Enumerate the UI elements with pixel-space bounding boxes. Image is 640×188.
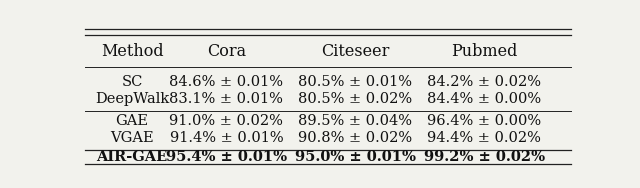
- Text: 84.2% ± 0.02%: 84.2% ± 0.02%: [428, 75, 541, 89]
- Text: 91.0% ± 0.02%: 91.0% ± 0.02%: [170, 114, 284, 128]
- Text: 80.5% ± 0.02%: 80.5% ± 0.02%: [298, 92, 412, 106]
- Text: Pubmed: Pubmed: [451, 43, 517, 60]
- Text: Cora: Cora: [207, 43, 246, 60]
- Text: 91.4% ± 0.01%: 91.4% ± 0.01%: [170, 131, 283, 145]
- Text: 83.1% ± 0.01%: 83.1% ± 0.01%: [170, 92, 284, 106]
- Text: 95.4% ± 0.01%: 95.4% ± 0.01%: [166, 150, 287, 164]
- Text: 84.6% ± 0.01%: 84.6% ± 0.01%: [170, 75, 284, 89]
- Text: 80.5% ± 0.01%: 80.5% ± 0.01%: [298, 75, 412, 89]
- Text: SC: SC: [122, 75, 143, 89]
- Text: GAE: GAE: [116, 114, 148, 128]
- Text: Citeseer: Citeseer: [321, 43, 390, 60]
- Text: VGAE: VGAE: [110, 131, 154, 145]
- Text: 89.5% ± 0.04%: 89.5% ± 0.04%: [298, 114, 412, 128]
- Text: 84.4% ± 0.00%: 84.4% ± 0.00%: [427, 92, 541, 106]
- Text: 95.0% ± 0.01%: 95.0% ± 0.01%: [295, 150, 416, 164]
- Text: AIR-GAE: AIR-GAE: [97, 150, 168, 164]
- Text: DeepWalk: DeepWalk: [95, 92, 169, 106]
- Text: 99.2% ± 0.02%: 99.2% ± 0.02%: [424, 150, 545, 164]
- Text: Method: Method: [100, 43, 163, 60]
- Text: 96.4% ± 0.00%: 96.4% ± 0.00%: [427, 114, 541, 128]
- Text: 90.8% ± 0.02%: 90.8% ± 0.02%: [298, 131, 412, 145]
- Text: 94.4% ± 0.02%: 94.4% ± 0.02%: [428, 131, 541, 145]
